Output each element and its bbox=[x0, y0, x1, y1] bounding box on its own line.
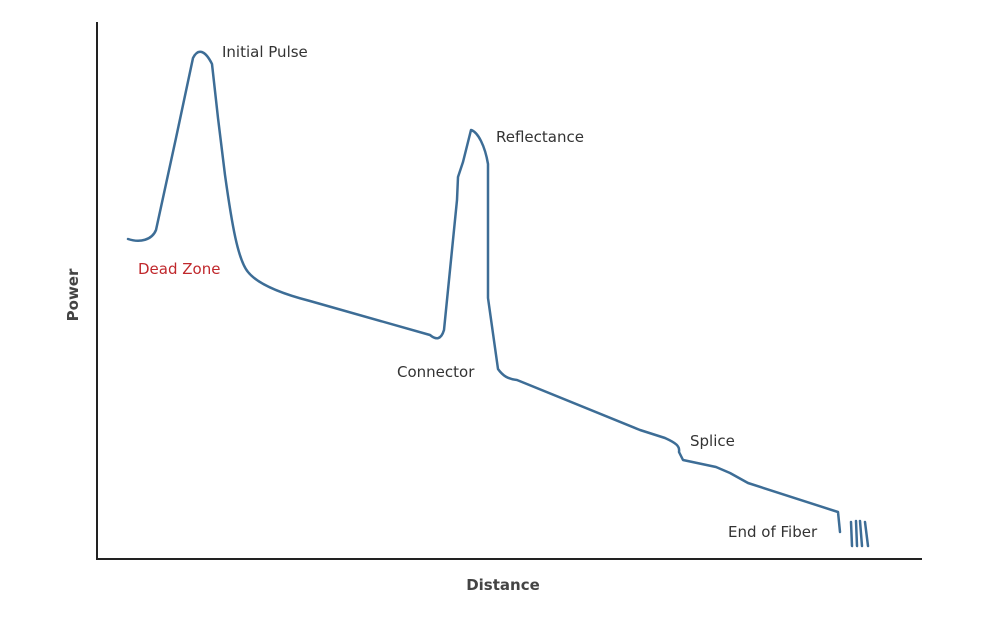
dead-zone-label: Dead Zone bbox=[138, 260, 220, 278]
x-axis-title: Distance bbox=[466, 576, 540, 594]
end-of-fiber-label: End of Fiber bbox=[728, 523, 818, 541]
initial-pulse-label: Initial Pulse bbox=[222, 43, 308, 61]
reflectance-label: Reflectance bbox=[496, 128, 584, 146]
fiber-end-noise-marks bbox=[849, 519, 870, 548]
connector-label: Connector bbox=[397, 363, 475, 381]
y-axis-title: Power bbox=[64, 268, 82, 321]
splice-label: Splice bbox=[690, 432, 735, 450]
otdr-trace-line bbox=[126, 50, 842, 534]
